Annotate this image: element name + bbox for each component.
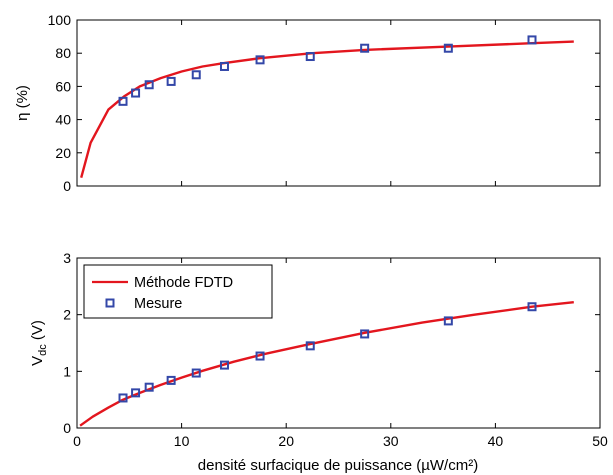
top-y-tick-label: 100 [48,12,72,28]
top-mesure-point [219,61,229,71]
top-mesure-point [360,43,370,53]
top-mesure-point [144,80,154,90]
bottom-y-axis-label-main: V [29,356,46,366]
top-mesure-point [443,43,453,53]
top-y-tick-label: 60 [55,78,71,94]
bottom-x-tick-label: 30 [383,433,399,449]
bottom-mesure-point [219,360,229,370]
bottom-mesure-point [255,351,265,361]
top-mesure-point [166,76,176,86]
bottom-mesure-point [191,368,201,378]
bottom-mesure-point [118,393,128,403]
legend-label-fdtd: Méthode FDTD [134,275,233,291]
bottom-mesure-point [305,341,315,351]
top-y-tick-label: 40 [55,112,71,128]
bottom-mesure-point [360,329,370,339]
bottom-x-tick-label: 20 [278,433,294,449]
top-plot-ticks: 0 20 40 60 80 100 [48,12,601,194]
bottom-x-tick-label: 0 [73,433,81,449]
top-mesure-point [527,35,537,45]
bottom-fdtd-line [79,301,574,427]
bottom-y-tick-label: 1 [63,363,71,379]
top-subplot: 0 20 40 60 80 100 η (%) [14,12,601,194]
top-mesure-point [255,55,265,65]
top-y-tick-label: 20 [55,145,71,161]
bottom-mesure-point [443,316,453,326]
bottom-plot-marks [79,301,574,427]
bottom-x-tick-label: 40 [488,433,504,449]
bottom-plot-frame [76,257,601,429]
top-plot-marks [80,35,574,179]
top-mesure-point [191,70,201,80]
legend-label-mesure: Mesure [134,296,182,312]
bottom-y-axis-label-unit: (V) [29,320,46,344]
legend-marker-sample [105,298,115,308]
legend-box [83,264,273,319]
bottom-y-axis-label-sub: dc [37,344,49,356]
bottom-mesure-point [144,382,154,392]
top-y-tick-label: 0 [63,178,71,194]
bottom-x-tick-label: 10 [174,433,190,449]
bottom-mesure-point [166,375,176,385]
bottom-mesure-point [527,302,537,312]
bottom-y-axis-label: Vdc (V) [29,320,49,366]
top-fdtd-line [80,40,574,179]
bottom-y-tick-label: 3 [63,250,71,266]
bottom-x-axis-label: densité surfacique de puissance (µW/cm²) [198,457,478,474]
legend: Méthode FDTD Mesure [83,264,273,319]
bottom-y-tick-label: 0 [63,420,71,436]
top-mesure-point [118,96,128,106]
bottom-x-tick-label: 50 [592,433,608,449]
top-y-tick-label: 80 [55,45,71,61]
top-y-axis-label: η (%) [14,85,31,121]
top-mesure-point [131,88,141,98]
top-mesure-point [305,52,315,62]
top-plot-frame [76,19,601,187]
bottom-mesure-point [131,388,141,398]
bottom-y-tick-label: 2 [63,307,71,323]
